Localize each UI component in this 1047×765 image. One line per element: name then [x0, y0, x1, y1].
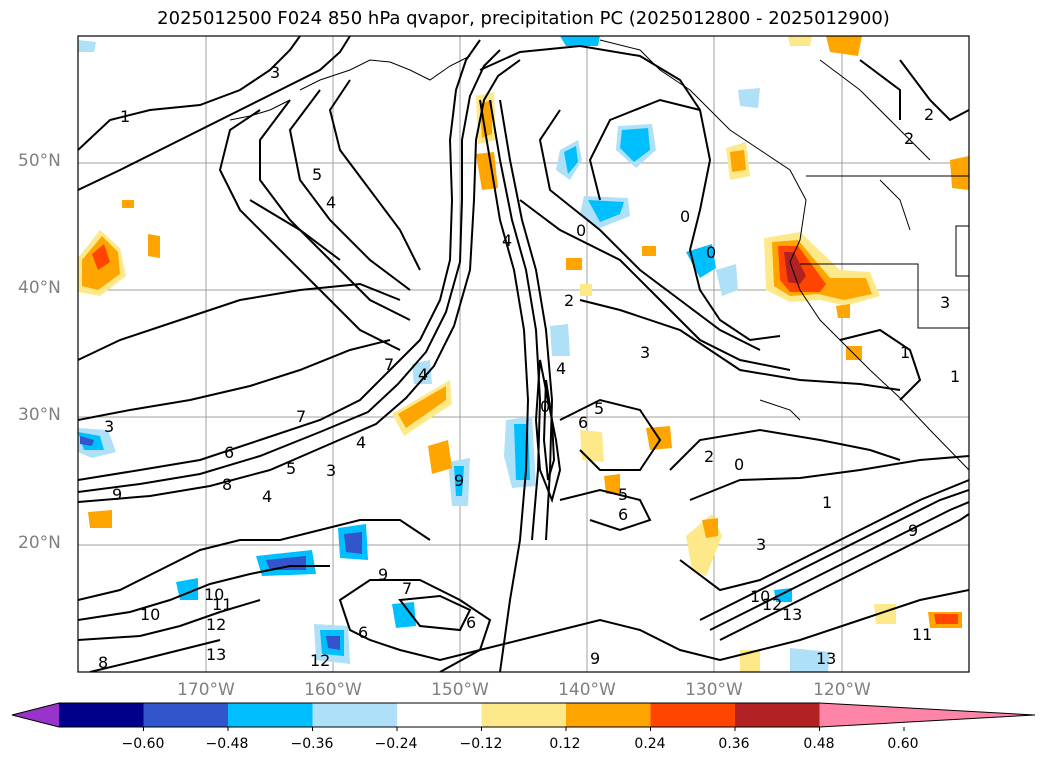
lat-label-30n: 30°N	[18, 405, 61, 425]
contour-label: 0	[706, 243, 716, 262]
contour-label: 5	[594, 399, 604, 418]
contour-label: 1	[900, 343, 910, 362]
contour-label: 6	[618, 505, 628, 524]
lon-label-130w: 130°W	[685, 680, 743, 700]
contour-label: 8	[222, 475, 232, 494]
contour-label: 10	[750, 587, 770, 606]
map-title: 2025012500 F024 850 hPa qvapor, precipit…	[157, 8, 890, 29]
precip-positive-shading	[78, 36, 969, 672]
contour-label: 3	[104, 417, 114, 436]
colorbar-segment	[59, 703, 144, 727]
contour-label: 2	[924, 105, 934, 124]
contour-label: 12	[762, 595, 782, 614]
contour-label: 7	[402, 579, 412, 598]
contour-label: 12	[206, 615, 226, 634]
colorbar-tick: 0.12	[549, 736, 581, 752]
contour-label: 9	[590, 649, 600, 668]
colorbar-tick: 0.60	[887, 736, 919, 752]
contour-label: 7	[296, 407, 306, 426]
lon-label-150w: 150°W	[431, 680, 489, 700]
contour-label: 1	[120, 107, 130, 126]
colorbar-segment	[566, 703, 651, 727]
map-frame	[77, 35, 970, 673]
gridlines	[78, 36, 969, 672]
contour-label: 3	[326, 461, 336, 480]
contour-label: 11	[912, 625, 932, 644]
colorbar-segment	[650, 703, 736, 727]
contour-label: 9	[378, 565, 388, 584]
contour-label: 0	[540, 397, 550, 416]
colorbar-outline	[11, 702, 1036, 728]
contour-label: 3	[270, 63, 280, 82]
colorbar-tick: 0.24	[634, 736, 666, 752]
contour-label: 0	[680, 207, 690, 226]
contour-label: 4	[556, 359, 566, 378]
lat-label-40n: 40°N	[18, 278, 61, 298]
contour-label: 4	[326, 193, 336, 212]
contour-label: 2	[704, 447, 714, 466]
contour-label: 1	[822, 493, 832, 512]
contour-label: 2	[564, 291, 574, 310]
contour-label: 4	[262, 487, 272, 506]
precip-negative-shading	[78, 36, 830, 672]
colorbar-extend-min	[12, 703, 59, 727]
contour-label: 4	[418, 365, 428, 384]
contour-label: 4	[356, 433, 366, 452]
contour-label: 3	[640, 343, 650, 362]
contour-label: 6	[466, 613, 476, 632]
contour-label: 5	[286, 459, 296, 478]
colorbar	[11, 702, 1036, 731]
colorbar-tick: −0.60	[121, 736, 165, 752]
contour-label: 6	[358, 623, 368, 642]
contour-label: 13	[782, 605, 802, 624]
contour-label: 10	[204, 585, 224, 604]
contour-label: 9	[908, 521, 918, 540]
lon-label-140w: 140°W	[558, 680, 616, 700]
contour-label: 5	[618, 485, 628, 504]
lon-label-160w: 160°W	[304, 680, 362, 700]
contour-label: 3	[756, 535, 766, 554]
colorbar-segment	[735, 703, 820, 727]
lon-label-120w: 120°W	[813, 680, 871, 700]
map-area	[78, 36, 969, 672]
contour-label: 11	[212, 595, 232, 614]
contour-label: 6	[224, 443, 234, 462]
colorbar-segment	[143, 703, 229, 727]
colorbar-tick: 0.36	[718, 736, 750, 752]
contour-label: 6	[578, 413, 588, 432]
contour-label: 8	[98, 653, 108, 672]
colorbar-tick: −0.48	[205, 736, 249, 752]
colorbar-extend-max	[819, 703, 1035, 727]
contour-label: 1	[950, 367, 960, 386]
contour-label: 9	[112, 485, 122, 504]
colorbar-tick: −0.36	[290, 736, 334, 752]
lon-label-170w: 170°W	[177, 680, 235, 700]
contour-label: 3	[940, 293, 950, 312]
colorbar-tick: −0.12	[459, 736, 503, 752]
contour-label: 12	[310, 651, 330, 670]
contour-label: 9	[454, 471, 464, 490]
colorbar-segment	[397, 703, 482, 727]
colorbar-segment	[481, 703, 567, 727]
contour-label: 10	[140, 605, 160, 624]
colorbar-tick: −0.24	[374, 736, 418, 752]
colorbar-segment	[228, 703, 313, 727]
qvapor-contours	[78, 36, 969, 672]
lat-label-20n: 20°N	[18, 533, 61, 553]
colorbar-segment	[312, 703, 398, 727]
contour-label: 13	[816, 649, 836, 668]
colorbar-tick: 0.48	[803, 736, 835, 752]
contour-label: 7	[384, 355, 394, 374]
contour-label: 13	[206, 645, 226, 664]
contour-label: 4	[502, 231, 512, 250]
contour-label: 5	[312, 165, 322, 184]
contour-label: 0	[576, 221, 586, 240]
contour-label: 2	[904, 129, 914, 148]
lat-label-50n: 50°N	[18, 151, 61, 171]
contour-labels: 3 1 5 4 4 0 0 0 2 3 4 5 6 0 6 8 4 5 3 4 …	[98, 63, 960, 672]
contour-label: 0	[734, 455, 744, 474]
